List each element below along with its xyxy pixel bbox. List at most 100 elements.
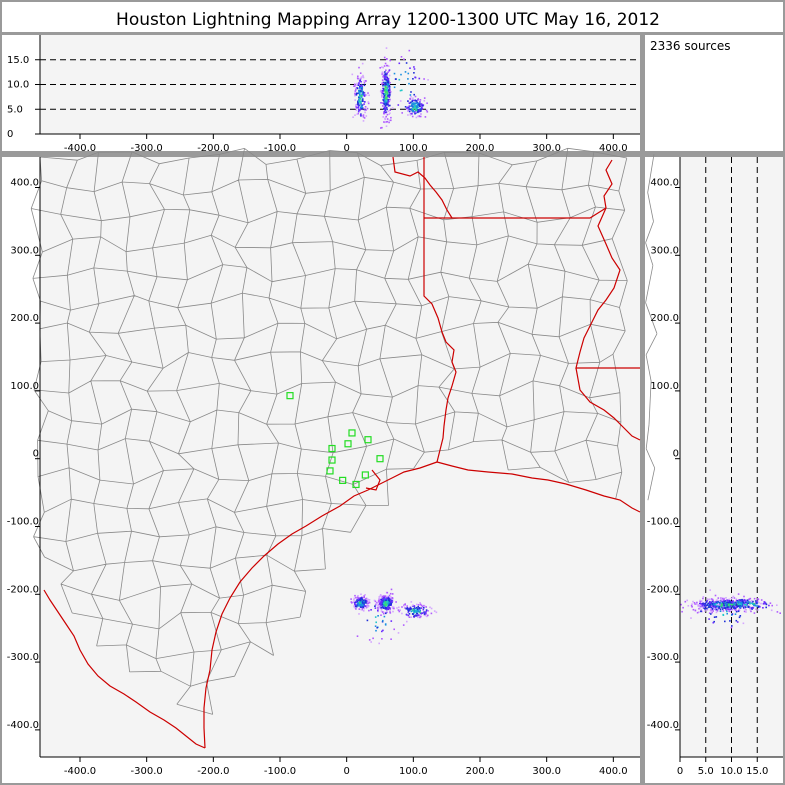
plan-view-panel: 400.0300.0200.0100.00-100.0-200.0-300.0-… (7, 147, 658, 777)
lightning-source (706, 609, 709, 611)
lightning-source (407, 100, 409, 102)
lightning-source (359, 602, 361, 604)
lightning-source (414, 76, 416, 79)
lightning-source (737, 610, 740, 613)
lightning-source (429, 606, 431, 609)
lightning-source (361, 604, 363, 606)
lightning-source (735, 619, 738, 622)
lightning-source (705, 601, 708, 603)
lightning-source (725, 609, 728, 611)
plan-y-tick-label: -400.0 (7, 720, 39, 731)
lightning-source (757, 609, 759, 611)
lightning-source (385, 603, 387, 606)
lightning-source (412, 103, 414, 106)
lightning-source (355, 84, 357, 86)
lightning-source (690, 617, 692, 619)
lightning-source (410, 91, 412, 93)
altitude-x-tick-label: -200.0 (197, 143, 229, 154)
altitude-y-tick-label: 15.0 (7, 55, 29, 66)
lightning-source (705, 608, 708, 611)
lightning-source (753, 602, 755, 605)
lightning-source (384, 62, 387, 65)
lightning-source (374, 616, 377, 618)
lightning-source (354, 99, 356, 101)
lightning-source (696, 601, 698, 604)
county-lines (30, 147, 658, 715)
altitude-y-tick-label: 0 (7, 129, 13, 140)
lightning-source (745, 601, 747, 604)
lightning-source (358, 89, 360, 92)
lightning-source (353, 600, 356, 603)
lightning-source (383, 65, 386, 67)
lightning-source (361, 609, 364, 611)
lightning-source (358, 100, 361, 102)
lightning-source (760, 602, 762, 605)
sabine-river-boundary (423, 157, 457, 463)
lightning-source (388, 594, 391, 597)
lightning-source (387, 84, 389, 87)
lightning-source (365, 115, 368, 117)
altitude-x-ticks: -400.0 -300.0 -200.0 -100.0 0 100.0 200.0 300.0… (64, 134, 628, 154)
lightning-source (721, 603, 724, 605)
lightning-source (756, 601, 758, 603)
lightning-source (381, 96, 383, 98)
lightning-source (416, 101, 418, 104)
lightning-source (426, 615, 428, 618)
lightning-source (416, 614, 419, 617)
lightning-source (697, 604, 700, 606)
lightning-source (386, 97, 388, 99)
lightning-source (419, 609, 421, 612)
lightning-source (358, 108, 360, 111)
lightning-source (385, 125, 388, 127)
lightning-source (390, 620, 393, 622)
lightning-source (735, 602, 737, 604)
lightning-source (398, 78, 401, 81)
county-boundaries (30, 147, 658, 715)
lightning-source (739, 606, 742, 608)
lightning-source (384, 118, 386, 121)
lightning-source (704, 607, 706, 610)
lightning-source (363, 92, 366, 94)
lightning-source (757, 598, 760, 601)
lightning-source (414, 111, 417, 113)
lightning-source (423, 611, 425, 613)
altitude-x-tick-label: -100.0 (264, 143, 296, 154)
lightning-source (734, 601, 736, 604)
lightning-source (360, 106, 362, 109)
lightning-source (363, 101, 366, 103)
lightning-source (409, 114, 412, 116)
lightning-source (359, 91, 362, 94)
lightning-source (407, 611, 410, 613)
lightning-source (738, 605, 740, 608)
lightning-source (721, 605, 723, 607)
lightning-source (386, 600, 389, 603)
lightning-source (375, 629, 377, 632)
lightning-source (754, 604, 757, 606)
lightning-source (389, 598, 392, 600)
lightning-source (412, 78, 414, 80)
lightning-source (398, 62, 401, 65)
lightning-source (738, 599, 740, 601)
lightning-source (420, 604, 423, 607)
lightning-source (377, 615, 379, 617)
plan-view-y-ticks: 400.0 300.0 200.0 100.0 0 -100.0 -200.0 -300.0 -… (7, 178, 40, 731)
lightning-source (770, 609, 773, 612)
lightning-source (730, 626, 733, 629)
lightning-source (379, 67, 381, 69)
lightning-source (712, 599, 714, 602)
lightning-source (361, 85, 363, 88)
lightning-source (720, 602, 722, 605)
lightning-source (360, 83, 363, 86)
lightning-source (381, 638, 383, 640)
lightning-source (365, 109, 367, 111)
lightning-source (709, 589, 711, 591)
lightning-source (714, 594, 717, 597)
lightning-source (364, 600, 367, 602)
lightning-source (722, 613, 724, 616)
lightning-source (384, 94, 387, 97)
lightning-source (425, 109, 428, 112)
lightning-source (752, 600, 754, 603)
lightning-source (355, 94, 358, 96)
